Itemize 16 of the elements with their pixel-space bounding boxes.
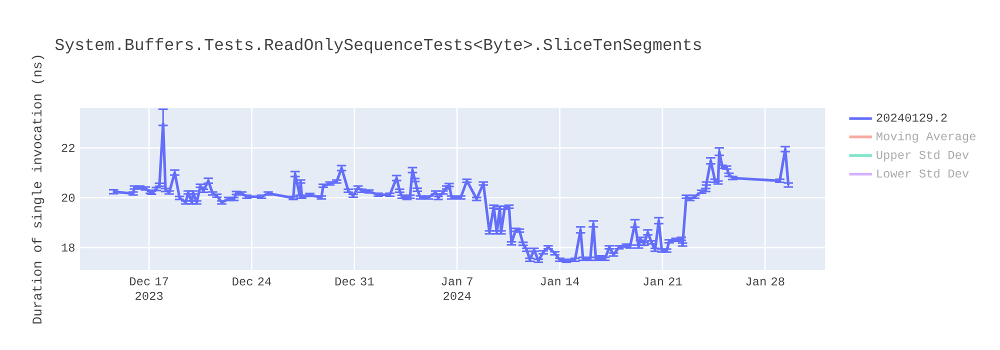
legend-label: Moving Average bbox=[876, 132, 976, 143]
y-tick-label: 18 bbox=[62, 244, 75, 252]
x-tick-label: Dec 17 2023 bbox=[130, 277, 168, 300]
x-tick-label: Dec 24 bbox=[232, 277, 272, 286]
legend-label: 20240129.2 bbox=[876, 114, 947, 122]
y-axis-title: Duration of single invocation (ns) bbox=[32, 56, 44, 324]
x-tick-label: Jan 7 2024 bbox=[442, 277, 472, 300]
chart-title: System.Buffers.Tests.ReadOnlySequenceTests<Byte>.SliceTenSegments bbox=[55, 38, 701, 54]
x-tick-label: Jan 28 bbox=[746, 277, 784, 286]
y-tick-label: 20 bbox=[62, 194, 75, 202]
x-tick-label: Dec 31 bbox=[335, 277, 374, 286]
x-tick-label: Jan 14 bbox=[540, 277, 580, 286]
x-tick-label: Jan 21 bbox=[644, 277, 682, 286]
legend-label: Upper Std Dev bbox=[876, 150, 969, 162]
legend-label: Lower Std Dev bbox=[877, 168, 969, 178]
y-tick-label: 22 bbox=[62, 144, 74, 152]
